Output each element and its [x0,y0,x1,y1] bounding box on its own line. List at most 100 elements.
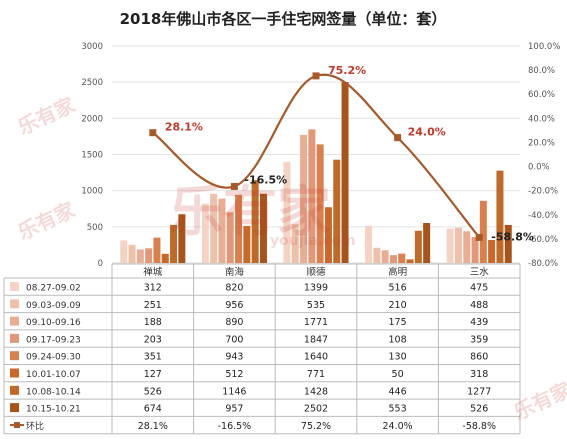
y2-tick-label: 20.0% [528,138,555,148]
bar [389,255,397,263]
y2-tick-label: -20.0% [528,187,558,197]
table-cell-value: 359 [470,334,488,345]
table-cell-value: 50 [392,369,404,380]
bar [471,237,479,263]
bar [291,224,299,263]
bar [128,244,136,263]
y-tick-label: 1500 [81,151,103,161]
legend-swatch-marker [14,422,20,429]
data-table: 禅城 南海 顺德 高明 三水 08.27-09.02 312 820 1399 516 475 09.… [3,263,521,435]
table-cell-value: 516 [389,283,407,294]
category-label: 禅城 [143,266,163,278]
bar [218,198,226,263]
table-cell-value: 700 [225,334,243,345]
legend-swatch [10,316,19,326]
legend-swatch [10,351,19,361]
table-cell-value: 553 [389,404,407,415]
table-cell-value: 1277 [467,386,491,397]
bar [201,203,209,263]
ratio-point [475,233,483,241]
bar [316,144,324,263]
table-cell-value: 512 [225,369,243,380]
watermark-left-text: 乐有家 [14,197,79,245]
bar [178,214,186,263]
table-cell-value: 820 [225,283,243,294]
ratio-data-label: 24.0% [408,126,446,139]
table-cell-value: -58.8% [462,421,496,432]
table-cell-value: 188 [144,317,162,328]
table-cell-value: 943 [225,352,243,363]
legend-swatch [10,368,19,378]
y-tick-label: 2500 [81,78,103,88]
table-cell-value: 127 [144,369,162,380]
bar [454,227,462,263]
table-cell-value: 75.2% [301,421,331,432]
bar [423,222,431,263]
bar [226,212,234,263]
y2-tick-label: 40.0% [528,114,555,124]
y-tick-label: 3000 [81,42,103,52]
ratio-data-label: -16.5% [244,173,287,186]
table-cell-value: 130 [389,352,407,363]
bar [283,161,291,263]
bar [504,224,512,263]
table-cell-value: 771 [307,369,325,380]
legend-label: 09.10-09.16 [26,318,81,328]
legend-label: 环比 [26,420,44,432]
bar [324,207,332,263]
table-cell-value: 439 [470,317,488,328]
bar [414,230,422,263]
bar [235,194,243,263]
table-cell-value: 1428 [304,386,328,397]
legend-label: 10.08-10.14 [26,387,81,397]
watermark-left-top-text: 乐有家 [14,92,79,140]
table-cell-value: 488 [470,300,488,311]
bar [373,247,381,263]
table-cell-value: 890 [225,317,243,328]
bar [153,237,161,263]
table-cell-value: 526 [470,404,488,415]
bar [308,129,316,263]
table-cell-value: 318 [470,369,488,380]
bar [381,250,389,263]
table-cell-value: 28.1% [138,421,168,432]
legend-label: 09.24-09.30 [26,353,81,363]
y2-tick-label: -80.0% [528,259,558,269]
y-tick-label: 1000 [81,187,103,197]
left-axis-ticks: 0 500 1000 1500 2000 2500 3000 [81,42,103,269]
y2-tick-label: 0.0% [528,163,550,173]
table-cell-value: 446 [389,386,407,397]
table-cell-value: 956 [225,300,243,311]
category-label: 顺德 [306,266,326,278]
legend-label: 09.17-09.23 [26,335,81,345]
legend-swatch [10,403,19,413]
legend-swatch [10,333,19,343]
bar [210,193,218,263]
legend-label: 08.27-09.02 [26,284,81,294]
category-label: 南海 [225,266,245,278]
ratio-line: 28.1% -16.5% 75.2% 24.0% -58.8% [149,64,534,243]
legend-swatch [10,282,19,291]
y2-tick-label: 80.0% [528,66,555,76]
ratio-data-label: 28.1% [165,121,203,134]
bar [259,193,267,263]
bar [365,225,373,263]
bar [496,170,504,263]
bar [170,224,178,263]
table-cell-value: 24.0% [383,421,413,432]
y-tick-label: 2000 [81,114,103,124]
table-cell-value: 1146 [222,386,246,397]
table-cell-value: 860 [470,352,488,363]
table-cell-value: 674 [144,404,162,415]
bar [161,253,169,263]
legend-swatch [10,385,19,395]
bar [479,200,487,263]
right-axis-ticks: -80.0% -60.0% -40.0% -20.0% 0.0% 20.0% 40.0% 60… [528,42,560,269]
table-cell-value: -16.5% [218,421,252,432]
bar [463,231,471,263]
bar [398,253,406,263]
bar [406,259,414,263]
watermark-site-text: youjia.com [270,233,356,249]
table-cell-value: 210 [389,300,407,311]
